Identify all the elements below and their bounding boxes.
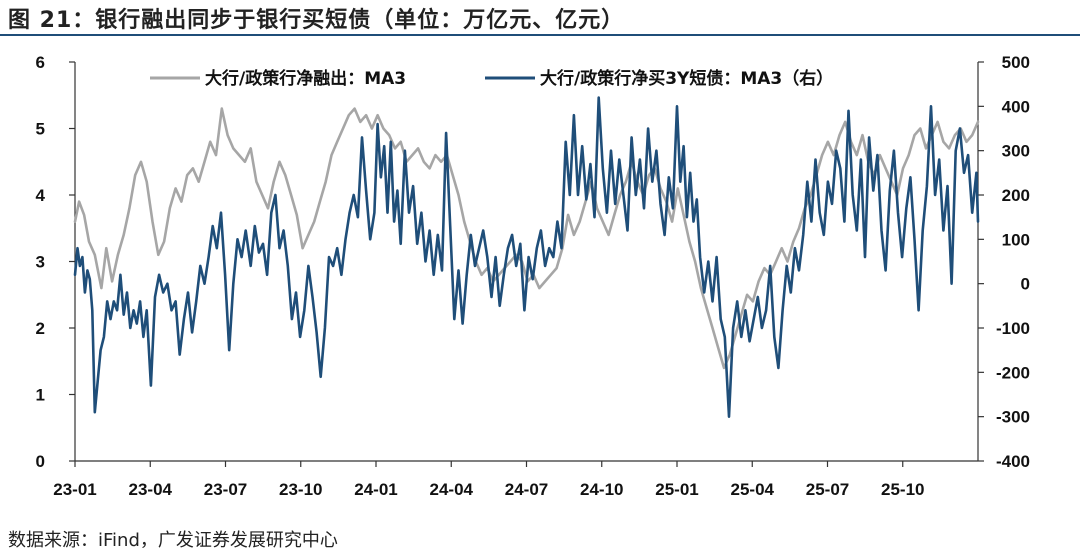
x-tick-label: 24-10 <box>580 480 623 499</box>
axis-ticks: 0 1 2 3 4 5 6 -400 -300 -200 -100 0 100 200 300 400 500 2… <box>36 53 1030 499</box>
x-tick-label: 23-04 <box>129 480 173 499</box>
series-layer <box>73 96 980 418</box>
plot-frame <box>74 62 979 462</box>
x-tick-label: 24-04 <box>430 480 474 499</box>
right-tick-label: 500 <box>1002 53 1030 72</box>
right-tick-label: 400 <box>1002 97 1030 116</box>
right-tick-label: 200 <box>1002 186 1030 205</box>
right-tick-label: -400 <box>996 452 1030 471</box>
right-tick-label: 300 <box>1002 142 1030 161</box>
right-tick-label: 100 <box>1002 230 1030 249</box>
right-tick-label: -100 <box>996 319 1030 338</box>
series-line-net-lending <box>73 107 980 370</box>
x-tick-label: 24-07 <box>505 480 548 499</box>
source-note: 数据来源：iFind，广发证券发展研究中心 <box>8 530 338 551</box>
right-tick-label: -200 <box>996 363 1030 382</box>
x-tick-label: 25-07 <box>806 480 849 499</box>
left-tick-label: 1 <box>36 386 45 405</box>
x-tick-label: 23-10 <box>279 480 322 499</box>
x-tick-label: 24-01 <box>354 480 397 499</box>
chart-title: 图 21：银行融出同步于银行买短债（单位：万亿元、亿元） <box>8 8 625 33</box>
legend-label-blue: 大行/政策行净买3Y短债：MA3（右） <box>540 68 833 89</box>
x-tick-label: 25-10 <box>881 480 924 499</box>
x-tick-label: 23-01 <box>53 480 96 499</box>
right-tick-label: 0 <box>1021 275 1030 294</box>
legend: 大行/政策行净融出：MA3 大行/政策行净买3Y短债：MA3（右） <box>150 68 833 89</box>
legend-label-grey: 大行/政策行净融出：MA3 <box>205 68 406 89</box>
title-rule <box>0 34 1080 36</box>
left-tick-label: 5 <box>36 120 45 139</box>
left-tick-label: 4 <box>36 186 46 205</box>
left-tick-label: 3 <box>36 253 45 272</box>
left-tick-label: 0 <box>36 452 45 471</box>
right-tick-label: -300 <box>996 408 1030 427</box>
x-tick-label: 25-01 <box>655 480 698 499</box>
series-line-short-bond-buying <box>73 96 980 418</box>
left-tick-label: 6 <box>36 53 45 72</box>
x-tick-label: 25-04 <box>731 480 775 499</box>
left-tick-label: 2 <box>36 319 45 338</box>
x-tick-label: 23-07 <box>204 480 247 499</box>
